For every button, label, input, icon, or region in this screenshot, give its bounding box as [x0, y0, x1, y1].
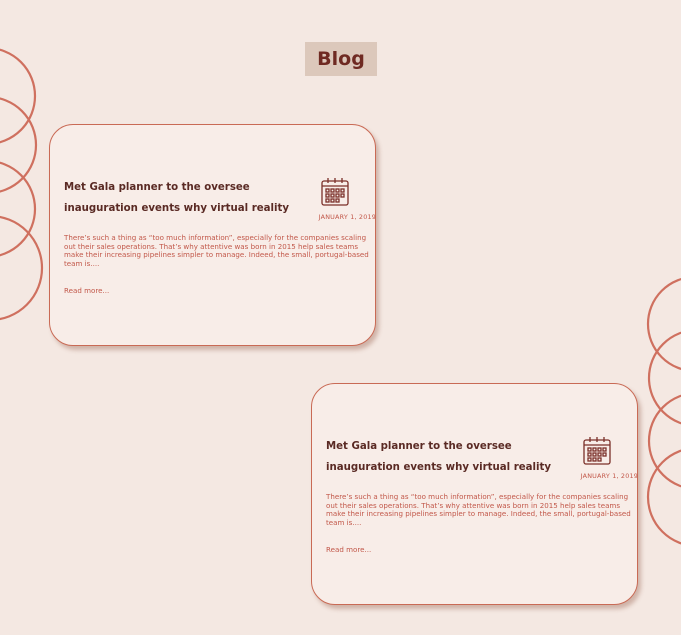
- decorative-circle: [646, 449, 681, 545]
- blog-card[interactable]: Met Gala planner to the oversee inaugura…: [49, 124, 376, 346]
- decorative-circle: [647, 394, 681, 488]
- decorative-circle: [0, 97, 38, 193]
- read-more-link[interactable]: Read more...: [64, 286, 110, 295]
- blog-card[interactable]: Met Gala planner to the oversee inaugura…: [311, 383, 638, 605]
- calendar-icon: [321, 178, 349, 206]
- blog-card-title[interactable]: Met Gala planner to the oversee inaugura…: [326, 441, 552, 473]
- decorative-circle: [647, 331, 681, 425]
- post-excerpt: There’s such a thing as “too much inform…: [64, 233, 369, 268]
- post-excerpt: There’s such a thing as “too much inform…: [326, 492, 631, 527]
- decorative-circle: [646, 277, 681, 371]
- read-more-link[interactable]: Read more...: [326, 545, 372, 554]
- calendar-icon: [583, 437, 611, 465]
- post-date: JANUARY 1, 2019: [580, 472, 638, 480]
- page-title: Blog: [305, 42, 377, 76]
- decorative-circle: [0, 215, 44, 321]
- decorative-circle: [0, 161, 37, 257]
- blog-card-title[interactable]: Met Gala planner to the oversee inaugura…: [64, 182, 290, 214]
- post-date: JANUARY 1, 2019: [318, 213, 376, 221]
- decorative-circle: [0, 48, 37, 144]
